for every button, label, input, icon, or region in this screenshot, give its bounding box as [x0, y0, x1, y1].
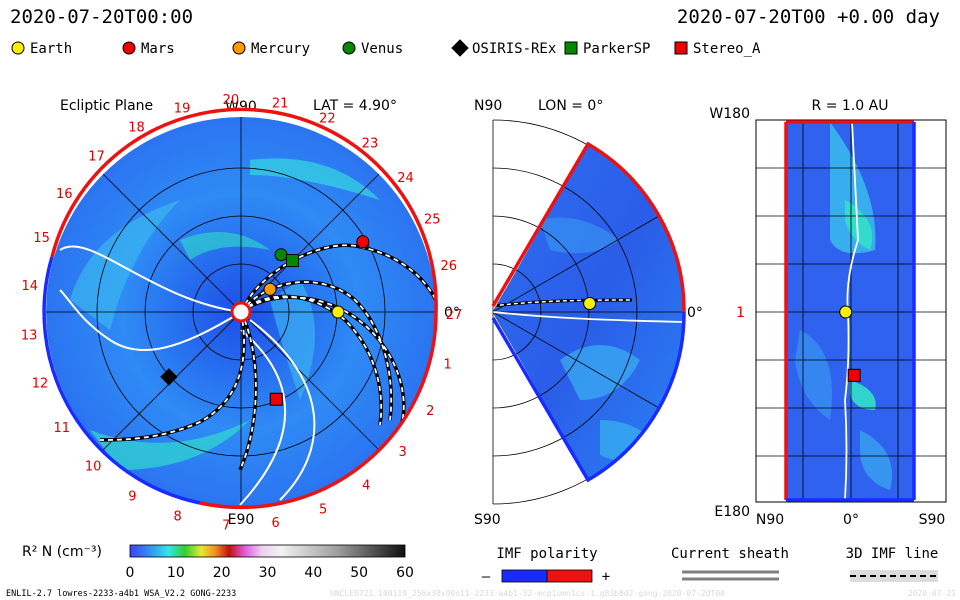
carrington-label: 19: [174, 101, 191, 116]
sphere-label-e180: E180: [714, 504, 750, 520]
timestamp-right: 2020-07-20T00 +0.00 day: [677, 6, 940, 28]
colorbar-tick-label: 20: [213, 565, 231, 581]
sphere-body-earth: [839, 305, 853, 319]
carrington-label: 12: [32, 377, 49, 392]
meridional-lon-label: LON = 0°: [538, 98, 603, 114]
ecliptic-right-label: 0°: [444, 305, 460, 321]
footer-run-id: UNCLE0721.100119_256x30x90s11-2233-a4b1-…: [330, 589, 725, 598]
sphere-body-stereo-a: [847, 368, 861, 382]
carrington-label: 17: [88, 150, 105, 165]
ecliptic-body-mercury: [263, 282, 277, 296]
imf-line-title: 3D IMF line: [846, 546, 939, 562]
carrington-label: 22: [319, 111, 336, 126]
meridional-bottom-label: S90: [474, 512, 501, 528]
ecliptic-body-osiris-rex: [160, 368, 178, 386]
legend-label-parkersp: ParkerSP: [583, 41, 650, 57]
legend-label-earth: Earth: [30, 41, 72, 57]
carrington-label: 27: [446, 308, 463, 323]
carrington-label: 13: [21, 328, 38, 343]
ecliptic-body-mars: [356, 235, 370, 249]
carrington-label: 2: [426, 404, 434, 419]
legend-marker-stereo-a: [674, 41, 688, 55]
colorbar-tick-label: 40: [304, 565, 322, 581]
carrington-label: 7: [222, 518, 230, 533]
meridional-density-field: [493, 144, 685, 480]
sphere-x-label: 0°: [843, 512, 859, 528]
imf-polarity-negative-swatch: [501, 569, 548, 583]
legend-label-osiris-rex: OSIRIS-REx: [472, 41, 556, 57]
ecliptic-body-parkersp: [285, 254, 299, 268]
legend-marker-mercury: [232, 41, 246, 55]
carrington-label: 6: [271, 516, 279, 531]
colorbar-tick-label: 50: [350, 565, 368, 581]
colorbar-tick-label: 10: [167, 565, 185, 581]
body-legend: Earth Mars Mercury Venus OSIRIS-REx ParkerSP S…: [11, 39, 761, 57]
footer-model-info: ENLIL-2.7 lowres-2233-a4b1 WSA_V2.2 GONG…: [6, 589, 236, 599]
carrington-label: 20: [223, 93, 240, 108]
carrington-label: 4: [362, 478, 370, 493]
carrington-label: 15: [33, 231, 50, 246]
current-sheath-title: Current sheath: [671, 546, 789, 562]
carrington-label: 26: [440, 259, 457, 274]
legend-label-mars: Mars: [141, 41, 175, 57]
legend-marker-parkersp: [564, 41, 578, 55]
legend-label-mercury: Mercury: [251, 41, 310, 57]
carrington-label: 24: [397, 171, 414, 186]
meridional-panel: N90 LON = 0° S90 0°: [474, 98, 703, 528]
legend-label-venus: Venus: [361, 41, 403, 57]
carrington-label: 23: [362, 136, 379, 151]
legend-marker-venus: [342, 41, 356, 55]
ecliptic-body-earth: [331, 305, 345, 319]
ecliptic-title: Ecliptic Plane: [60, 98, 153, 114]
meridional-top-label: N90: [474, 98, 502, 114]
imf-polarity-minus: –: [482, 569, 491, 585]
carrington-label: 14: [21, 279, 38, 294]
carrington-label: 5: [319, 503, 327, 518]
carrington-label: 9: [128, 489, 136, 504]
colorbar-label: R² N (cm⁻³): [22, 544, 102, 560]
carrington-label: 18: [128, 120, 145, 135]
ecliptic-body-venus: [274, 248, 288, 262]
ecliptic-panel: Ecliptic Plane LAT = 4.90° W90 E90 0°: [21, 93, 462, 533]
carrington-label: 1: [444, 358, 452, 373]
carrington-label: 3: [398, 445, 406, 460]
sphere-x-label: S90: [919, 512, 946, 528]
imf-polarity-title: IMF polarity: [496, 546, 597, 562]
footer-date-stamp: 2020-07-21: [908, 589, 956, 598]
ecliptic-body-stereo-a: [269, 392, 283, 406]
colorbar-tick-label: 30: [259, 565, 277, 581]
carrington-label: 8: [173, 509, 181, 524]
legend-label-stereo-a: Stereo_A: [693, 41, 761, 57]
carrington-label: 11: [53, 421, 70, 436]
imf-polarity-positive-swatch: [546, 569, 593, 583]
carrington-label: 16: [56, 187, 73, 202]
ecliptic-lat-label: LAT = 4.90°: [313, 98, 397, 114]
polarity-ring-negative: [42, 256, 201, 505]
colorbar-tick-label: 60: [396, 565, 414, 581]
polarity-ring-positive: [50, 107, 438, 313]
ecliptic-bottom-label: E90: [228, 512, 255, 528]
carrington-label: 10: [85, 459, 102, 474]
colorbar-tick-label: 0: [126, 565, 135, 581]
sphere-label-1: 1: [736, 305, 745, 321]
sphere-title: R = 1.0 AU: [812, 98, 889, 114]
meridional-right-label: 0°: [687, 305, 703, 321]
timestamp-left: 2020-07-20T00:00: [10, 6, 193, 28]
colorbar: [129, 544, 406, 558]
legend-marker-mars: [122, 41, 136, 55]
carrington-label: 25: [424, 212, 441, 227]
imf-polarity-plus: +: [602, 569, 610, 585]
legend-marker-earth: [11, 41, 25, 55]
meridional-body-earth: [583, 297, 597, 311]
sphere-panel: R = 1.0 AU W180 1 E180 N90 0° S90: [709, 98, 947, 528]
sphere-x-label: N90: [756, 512, 784, 528]
sun-icon: [230, 301, 252, 323]
sphere-label-w180: W180: [709, 106, 750, 122]
carrington-label: 21: [272, 97, 289, 112]
legend-marker-osiris-rex: [451, 39, 469, 57]
